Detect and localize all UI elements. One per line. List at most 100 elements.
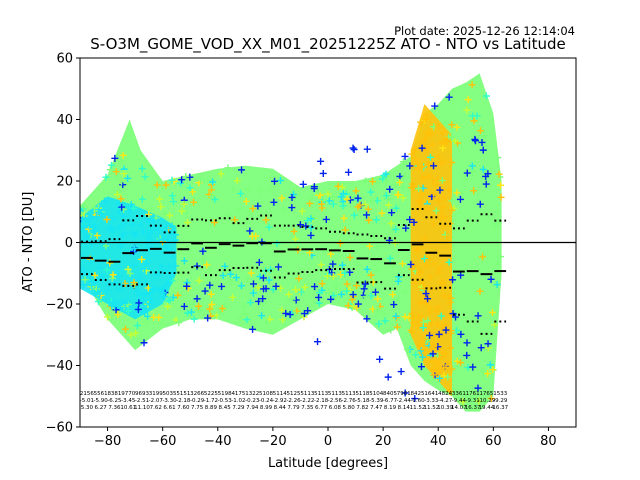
bin-mean-label: -2.18 [314,398,329,404]
scatter-point [211,195,219,203]
bin-count-label: 5108 [259,391,273,397]
scatter-point [322,215,330,223]
bin-mean-label: -2.07 [149,398,164,404]
scatter-point [437,214,445,222]
scatter-point [147,205,155,213]
scatter-point [273,239,281,247]
scatter-point [369,178,377,186]
scatter-point [112,306,120,314]
scatter-point [119,213,127,221]
scatter-point [372,216,380,224]
scatter-point [290,227,298,235]
scatter-point [97,209,105,217]
scatter-point [270,198,278,206]
scatter-point [422,147,430,155]
bin-mean-label: -2.44 [397,398,412,404]
scatter-point [329,260,337,268]
scatter-point [430,341,438,349]
scatter-point [126,207,134,215]
scatter-point [279,205,287,213]
scatter-point [161,210,169,218]
scatter-point [314,338,322,346]
scatter-point [426,172,434,180]
scatter-point [388,209,396,217]
scatter-point [457,330,465,338]
scatter-point [407,184,415,192]
scatter-point [447,329,455,337]
bin-std-label: 7.29 [232,405,245,411]
scatter-point [175,319,183,327]
scatter-point [184,309,192,317]
scatter-point [479,146,487,154]
scatter-point [412,351,420,359]
scatter-point [98,275,106,283]
scatter-point [292,286,300,294]
scatter-point [392,225,400,233]
scatter-point [395,296,403,304]
scatter-point [495,170,503,178]
scatter-point [140,339,148,347]
scatter-point [423,143,431,151]
scatter-point [279,316,287,324]
bin-std-label: 7.94 [246,405,259,411]
bin-mean-label: -6.25 [107,398,122,404]
scatter-point [479,368,487,376]
scatter-point [336,239,344,247]
scatter-point [423,204,431,212]
scatter-point [193,262,201,270]
scatter-point [497,181,505,189]
bin-mean-label: -0.29 [190,398,205,404]
scatter-point [349,144,357,152]
scatter-point [439,203,447,211]
scatter-point [386,254,394,262]
scatter-point [470,187,478,195]
scatter-point [350,145,358,153]
scatter-point [463,106,471,114]
scatter-point [461,175,469,183]
scatter-point [394,191,402,199]
bin-count-label: 5113 [342,391,356,397]
bin-mean-label: -9.44 [452,398,467,404]
scatter-point [276,176,284,184]
scatter-point [297,288,305,296]
scatter-point [341,226,349,234]
scatter-point [488,308,496,316]
scatter-point [94,288,102,296]
scatter-point [178,176,186,184]
scatter-point [495,218,503,226]
scatter-point [353,304,361,312]
x-tick-label: −40 [204,434,231,449]
scatter-point [438,176,446,184]
scatter-point [149,284,157,292]
scatter-point [91,222,99,230]
scatter-point [346,196,354,204]
scatter-point [87,282,95,290]
scatter-point [156,195,164,203]
bin-count-label: 1761 [466,391,480,397]
scatter-point [451,137,459,145]
scatter-point [360,285,368,293]
scatter-point [476,127,484,135]
scatter-point [145,243,153,251]
scatter-point [406,216,414,224]
bin-mean-label: -0.53 [218,398,233,404]
scatter-point [339,261,347,269]
scatter-point [410,218,418,226]
scatter-point [401,288,409,296]
scatter-point [453,123,461,131]
scatter-point [180,257,188,265]
scatter-point [167,273,175,281]
scatter-point [417,139,425,147]
scatter-point [190,315,198,323]
scatter-point [403,346,411,354]
scatter-point [236,314,244,322]
bin-count-label: 5198 [218,391,232,397]
scatter-point [137,221,145,229]
scatter-point [306,249,314,257]
scatter-point [169,293,177,301]
scatter-point [319,169,327,177]
scatter-point [221,262,229,270]
scatter-point [430,190,438,198]
scatter-point [107,223,115,231]
scatter-point [374,305,382,313]
